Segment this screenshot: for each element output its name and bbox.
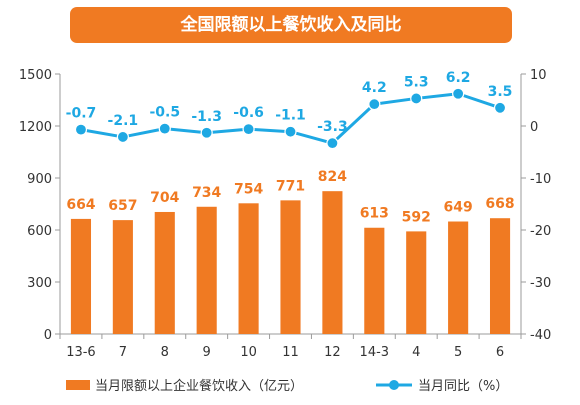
x-tick-label: 14-3	[360, 345, 390, 360]
bar-value-label: 592	[402, 209, 431, 225]
bar-value-label: 754	[234, 181, 263, 197]
y-right-tick-label: 0	[530, 120, 538, 135]
x-tick-label: 11	[282, 345, 299, 360]
x-tick-label: 10	[240, 345, 257, 360]
bar	[238, 203, 259, 334]
bar-value-label: 664	[66, 197, 95, 213]
y-left-tick-label: 0	[44, 328, 52, 343]
legend: 当月限额以上企业餐饮收入（亿元） 当月同比（%）	[66, 378, 508, 394]
line-value-label: -1.3	[191, 109, 222, 125]
y-right-tick-label: -40	[530, 328, 551, 343]
axes: 0 300 600 900 1200 1500 -40 -30 -20 -10 0 10 13-6 7 8 9…	[19, 68, 551, 360]
line-value-label: -2.1	[108, 113, 139, 129]
y-left-tick-label: 600	[27, 224, 52, 239]
bar-value-label: 649	[444, 200, 473, 216]
data-labels: 664 657 704 734 754 771 824 613 592 649 668 -0.7 -2.…	[66, 70, 515, 226]
y-right-tick-label: -20	[530, 224, 551, 239]
bar	[112, 220, 133, 334]
bar-value-label: 771	[276, 178, 305, 194]
line-value-label: -3.3	[317, 119, 348, 135]
bar	[280, 200, 301, 334]
x-tick-label: 5	[454, 345, 462, 360]
line-point	[452, 87, 465, 100]
y-right-tick-label: 10	[530, 68, 547, 83]
bar	[406, 231, 427, 334]
legend-bar-swatch	[66, 380, 90, 390]
line-value-label: -0.6	[233, 105, 264, 121]
bar-value-label: 704	[150, 190, 179, 206]
bar-value-label: 734	[192, 185, 221, 201]
line-point	[74, 123, 88, 136]
line-value-label: -1.1	[275, 108, 306, 124]
legend-line-marker	[389, 380, 399, 390]
y-left-tick-label: 1200	[19, 120, 52, 135]
bar-value-label: 824	[318, 169, 347, 185]
y-right-tick-label: -30	[530, 276, 551, 291]
x-tick-label: 8	[161, 345, 169, 360]
line-value-label: 5.3	[404, 74, 429, 90]
legend-line-label: 当月同比（%）	[418, 379, 508, 394]
line-value-label: 4.2	[362, 80, 387, 96]
bar	[70, 218, 92, 334]
chart-title: 全国限额以上餐饮收入及同比	[70, 7, 512, 43]
bar-value-label: 668	[485, 196, 514, 212]
x-tick-label: 9	[203, 345, 211, 360]
bar-value-label: 613	[360, 206, 389, 222]
line-series	[74, 87, 507, 150]
bar-series	[70, 191, 511, 334]
bar	[322, 191, 343, 334]
bar	[154, 211, 175, 334]
line-value-label: 3.5	[488, 84, 513, 100]
line-point	[200, 126, 213, 139]
line-value-label: -0.5	[149, 105, 180, 121]
x-tick-label: 7	[119, 345, 127, 360]
line-point	[326, 137, 339, 150]
x-tick-label: 4	[412, 345, 420, 360]
line-point	[158, 122, 171, 135]
line-point	[116, 130, 129, 144]
x-tick-label: 13-6	[66, 345, 96, 360]
line-value-label: 6.2	[446, 70, 471, 86]
y-left-tick-label: 900	[27, 172, 52, 187]
line-value-label: -0.7	[66, 106, 97, 122]
line-point	[242, 123, 255, 136]
bar	[196, 206, 217, 334]
line-point	[284, 125, 297, 138]
line-point	[410, 92, 423, 105]
line-point	[368, 98, 381, 111]
x-tick-label: 6	[496, 345, 504, 360]
bar	[448, 221, 469, 334]
bar-value-label: 657	[108, 198, 137, 214]
y-right-tick-label: -10	[530, 172, 551, 187]
legend-bar-label: 当月限额以上企业餐饮收入（亿元）	[95, 378, 303, 394]
x-tick-label: 12	[324, 345, 341, 360]
bar	[364, 227, 385, 334]
line-point	[493, 101, 507, 114]
y-left-tick-label: 300	[27, 276, 52, 291]
y-left-tick-label: 1500	[19, 68, 52, 83]
bar	[489, 218, 511, 334]
